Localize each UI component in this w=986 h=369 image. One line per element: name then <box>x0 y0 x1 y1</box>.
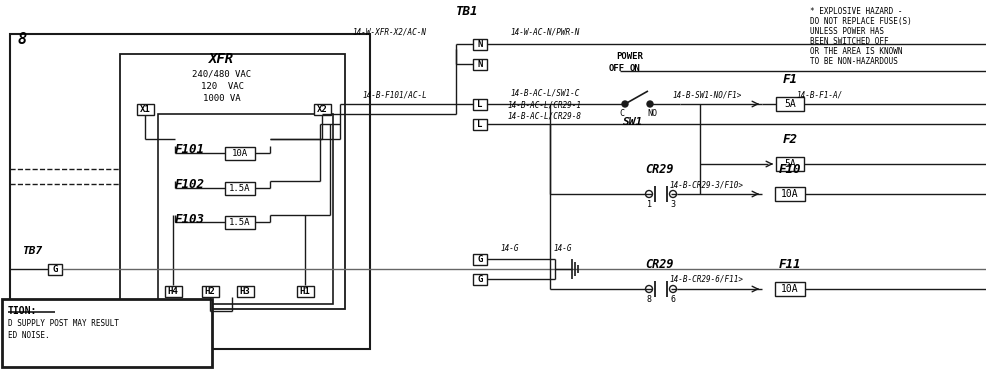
Text: F1: F1 <box>783 73 798 86</box>
FancyBboxPatch shape <box>225 215 255 228</box>
Text: 14-B-SW1-NO/F1>: 14-B-SW1-NO/F1> <box>672 90 741 99</box>
Text: 120  VAC: 120 VAC <box>200 82 244 90</box>
Text: OFF: OFF <box>609 63 625 72</box>
Text: F101: F101 <box>175 142 205 155</box>
FancyBboxPatch shape <box>165 286 181 297</box>
Text: N: N <box>477 59 483 69</box>
Text: G: G <box>477 275 483 283</box>
Text: 5A: 5A <box>784 99 796 109</box>
FancyBboxPatch shape <box>2 299 212 367</box>
Text: 14-B-F1-A/: 14-B-F1-A/ <box>797 90 843 99</box>
Text: 14-B-CR29-3/F10>: 14-B-CR29-3/F10> <box>670 180 744 189</box>
Text: 8: 8 <box>18 31 28 46</box>
Text: 3: 3 <box>670 200 675 208</box>
FancyBboxPatch shape <box>775 282 805 296</box>
Text: G: G <box>477 255 483 263</box>
FancyBboxPatch shape <box>776 157 804 171</box>
Text: TB7: TB7 <box>22 246 42 256</box>
FancyBboxPatch shape <box>473 99 487 110</box>
FancyBboxPatch shape <box>776 97 804 111</box>
Text: L: L <box>477 100 483 108</box>
Text: CR29: CR29 <box>646 163 674 176</box>
Text: 1: 1 <box>647 200 652 208</box>
Text: 10A: 10A <box>232 148 248 158</box>
FancyBboxPatch shape <box>225 146 255 159</box>
FancyBboxPatch shape <box>775 187 805 201</box>
Text: 8: 8 <box>647 294 652 303</box>
Text: 5A: 5A <box>784 159 796 169</box>
Circle shape <box>622 101 628 107</box>
Text: 6: 6 <box>670 294 675 303</box>
Text: 14-B-AC-L/CR29-8: 14-B-AC-L/CR29-8 <box>508 111 582 120</box>
Text: 14-B-CR29-6/F11>: 14-B-CR29-6/F11> <box>670 275 744 284</box>
FancyBboxPatch shape <box>136 103 154 114</box>
Text: 1000 VA: 1000 VA <box>203 93 241 103</box>
Text: X2: X2 <box>317 104 327 114</box>
Text: * EXPLOSIVE HAZARD -: * EXPLOSIVE HAZARD - <box>810 7 902 16</box>
Text: 10A: 10A <box>781 284 799 294</box>
Text: 14-B-AC-L/CR29-1: 14-B-AC-L/CR29-1 <box>508 100 582 109</box>
Text: 1.5A: 1.5A <box>230 183 250 193</box>
FancyBboxPatch shape <box>314 103 330 114</box>
Text: 1.5A: 1.5A <box>230 217 250 227</box>
Text: TION:: TION: <box>8 306 37 316</box>
FancyBboxPatch shape <box>48 263 62 275</box>
FancyBboxPatch shape <box>225 182 255 194</box>
Text: 240/480 VAC: 240/480 VAC <box>192 69 251 79</box>
FancyBboxPatch shape <box>237 286 253 297</box>
Text: DO NOT REPLACE FUSE(S): DO NOT REPLACE FUSE(S) <box>810 17 912 26</box>
Text: 14-W-AC-N/PWR-N: 14-W-AC-N/PWR-N <box>511 27 580 36</box>
Text: TB1: TB1 <box>456 4 478 17</box>
Text: TO BE NON-HAZARDOUS: TO BE NON-HAZARDOUS <box>810 57 898 66</box>
Text: H4: H4 <box>168 286 178 296</box>
Text: POWER: POWER <box>616 52 644 61</box>
Text: 14-B-F101/AC-L: 14-B-F101/AC-L <box>363 90 427 99</box>
Text: ED NOISE.: ED NOISE. <box>8 331 49 340</box>
Text: F10: F10 <box>779 163 802 176</box>
Text: X1: X1 <box>140 104 151 114</box>
FancyBboxPatch shape <box>473 273 487 284</box>
Text: D SUPPLY POST MAY RESULT: D SUPPLY POST MAY RESULT <box>8 319 119 328</box>
Text: 14-W-XFR-X2/AC-N: 14-W-XFR-X2/AC-N <box>353 27 427 36</box>
Text: 14-B-AC-L/SW1-C: 14-B-AC-L/SW1-C <box>511 88 580 97</box>
FancyBboxPatch shape <box>473 38 487 49</box>
Text: L: L <box>477 120 483 128</box>
FancyBboxPatch shape <box>473 118 487 130</box>
Text: CR29: CR29 <box>646 258 674 271</box>
Text: N: N <box>477 39 483 48</box>
FancyBboxPatch shape <box>201 286 219 297</box>
Text: F11: F11 <box>779 258 802 271</box>
Text: G: G <box>52 265 58 273</box>
Text: 10A: 10A <box>781 189 799 199</box>
FancyBboxPatch shape <box>297 286 314 297</box>
Text: 14-G: 14-G <box>554 244 572 253</box>
Text: F103: F103 <box>175 213 205 225</box>
Text: SW1: SW1 <box>623 117 643 127</box>
Text: OR THE AREA IS KNOWN: OR THE AREA IS KNOWN <box>810 47 902 56</box>
Text: F2: F2 <box>783 133 798 146</box>
Text: H2: H2 <box>205 286 215 296</box>
Text: XFR: XFR <box>209 52 235 66</box>
Text: NO: NO <box>647 108 657 117</box>
Text: ON: ON <box>630 63 640 72</box>
Circle shape <box>647 101 653 107</box>
Text: H1: H1 <box>300 286 311 296</box>
FancyBboxPatch shape <box>473 254 487 265</box>
Text: UNLESS POWER HAS: UNLESS POWER HAS <box>810 27 884 36</box>
Text: F102: F102 <box>175 177 205 190</box>
FancyBboxPatch shape <box>473 59 487 69</box>
Text: 14-G: 14-G <box>501 244 520 253</box>
Text: H3: H3 <box>240 286 250 296</box>
Text: C: C <box>619 108 624 117</box>
Text: BEEN SWITCHED OFF: BEEN SWITCHED OFF <box>810 37 888 46</box>
